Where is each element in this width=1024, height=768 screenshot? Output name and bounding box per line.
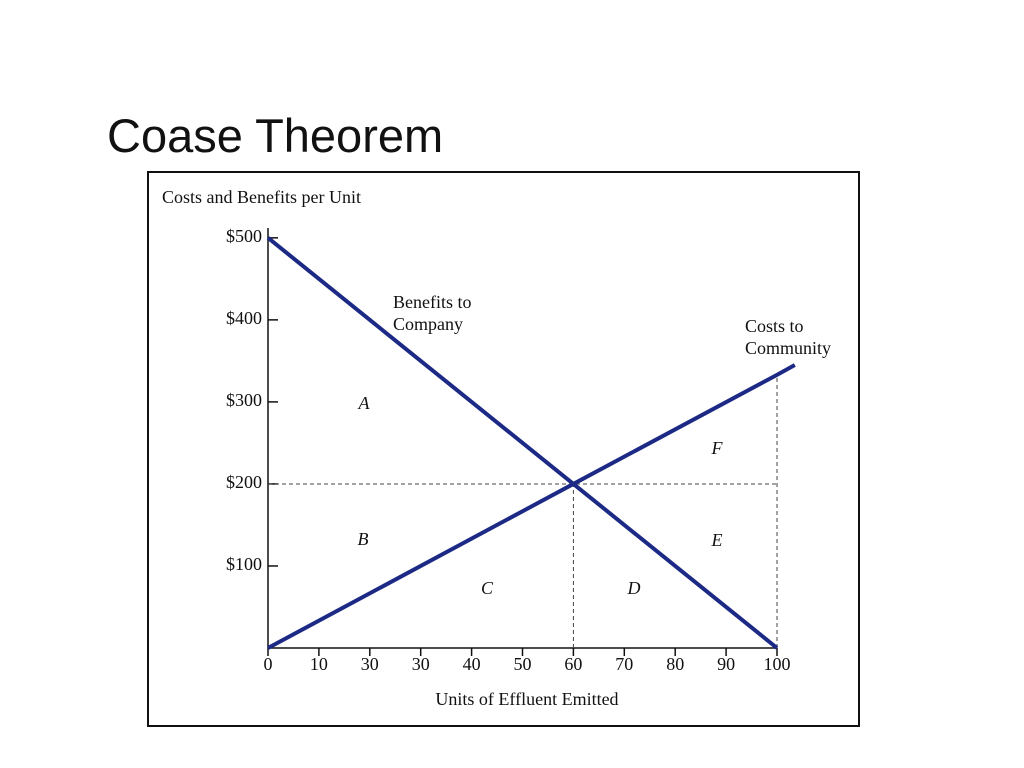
y-tick-label: $100 — [226, 554, 262, 574]
y-tick-label: $400 — [226, 308, 262, 328]
area-label: C — [481, 578, 494, 598]
area-label: D — [627, 578, 641, 598]
area-label: E — [711, 530, 723, 550]
slide-title: Coase Theorem — [107, 109, 444, 162]
x-tick-label: 100 — [764, 654, 791, 674]
y-tick-label: $300 — [226, 390, 262, 410]
area-label: A — [358, 393, 371, 413]
series-label: Costs to Community — [745, 316, 832, 358]
x-tick-label: 40 — [463, 654, 481, 674]
x-tick-label: 0 — [264, 654, 273, 674]
x-tick-label: 90 — [717, 654, 735, 674]
x-tick-label: 80 — [666, 654, 684, 674]
x-tick-label: 30 — [412, 654, 430, 674]
y-axis-label: Costs and Benefits per Unit — [162, 187, 361, 207]
x-tick-label: 50 — [514, 654, 532, 674]
x-tick-label: 30 — [361, 654, 379, 674]
area-label: B — [358, 529, 369, 549]
x-axis-label: Units of Effluent Emitted — [435, 689, 618, 709]
series-label: Benefits to Company — [393, 292, 472, 334]
x-tick-label: 10 — [310, 654, 328, 674]
area-label: F — [711, 438, 724, 458]
y-tick-label: $500 — [226, 226, 262, 246]
x-tick-label: 60 — [564, 654, 582, 674]
chart-frame — [147, 171, 860, 727]
y-tick-label: $200 — [226, 472, 262, 492]
series-line — [266, 236, 779, 650]
series-line — [267, 363, 796, 650]
x-tick-label: 70 — [615, 654, 633, 674]
